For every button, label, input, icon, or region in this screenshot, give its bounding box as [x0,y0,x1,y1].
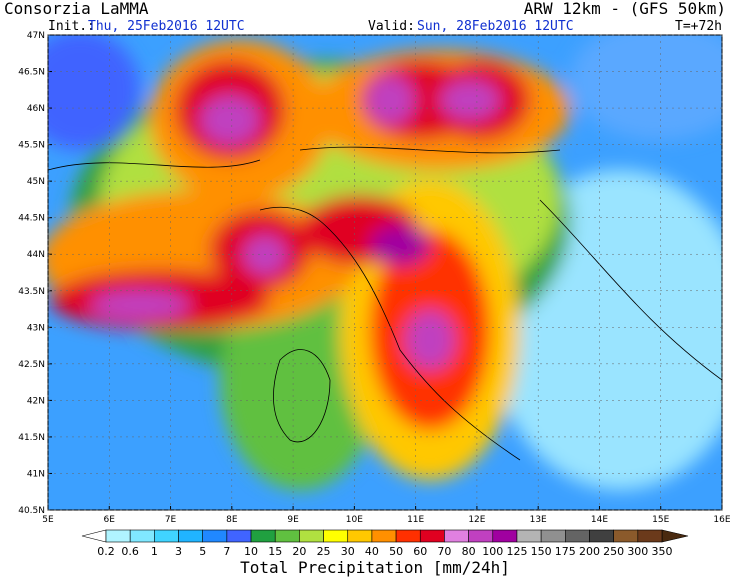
colorbar-label: 350 [652,545,673,558]
valid-label: Valid: [368,19,415,34]
lon-label: 15E [652,515,669,525]
colorbar-swatch [637,529,663,543]
lat-label: 43N [27,323,45,333]
lat-label: 43.5N [18,287,45,297]
lat-label: 42.5N [18,360,45,370]
colorbar-label: 300 [627,545,648,558]
colorbar-swatch [613,529,639,543]
colorbar-label: 100 [482,545,503,558]
lat-label: 41.5N [18,433,45,443]
init-label: Init.: [48,19,95,34]
init-value: Thu, 25Feb2016 12UTC [88,19,245,34]
lon-label: 9E [287,515,299,525]
colorbar-swatch [540,529,566,543]
lat-label: 44.5N [18,214,45,224]
lat-label: 41N [27,469,45,479]
colorbar-label: 10 [244,545,258,558]
title: Consorzia LaMMA [4,0,149,18]
colorbar-label: 0.2 [97,545,115,558]
lat-label: 44N [27,250,45,260]
axes: 47N 46.5N 46N 45.5N 45N 44.5N 44N 43.5N 43N 42.5N… [18,31,731,525]
colorbar-label: 60 [413,545,427,558]
colorbar-label: 5 [199,545,206,558]
colorbar-swatch [154,529,179,543]
model: ARW 12km - (GFS 50km) [524,0,726,18]
colorbar-label: 70 [437,545,451,558]
colorbar-label: 0.6 [121,545,139,558]
lat-label: 46.5N [18,68,45,78]
colorbar-swatch [468,529,494,543]
lon-label: 16E [713,515,730,525]
colorbar-swatch [347,529,373,543]
colorbar-swatch [323,529,349,543]
colorbar-label: 15 [268,545,282,558]
lon-label: 7E [165,515,177,525]
lon-label: 12E [468,515,485,525]
colorbar-swatch [395,529,421,543]
colorbar-swatch [565,529,590,543]
colorbar-swatch [299,529,324,543]
precip-field [48,35,722,510]
colorbar-label: 200 [579,545,600,558]
lat-label: 45N [27,177,45,187]
colorbar-swatch [419,529,445,543]
lat-label: 42N [27,396,45,406]
colorbar-swatch [202,529,228,543]
colorbar-swatch [129,529,155,543]
colorbar-swatch [105,529,131,543]
colorbar-swatch [371,529,397,543]
lon-label: 6E [104,515,116,525]
lat-label: 45.5N [18,141,45,151]
lon-label: 10E [346,515,363,525]
colorbar-label: 30 [341,545,355,558]
colorbar-label: 1 [151,545,158,558]
colorbar-swatch [516,529,542,543]
colorbar-swatch [492,529,518,543]
colorbar-swatch [250,529,276,543]
colorbar-label: 80 [462,545,476,558]
lon-label: 13E [530,515,547,525]
colorbar-caption: Total Precipitation [mm/24h] [240,558,510,577]
colorbar-swatch [178,529,203,543]
colorbar-label: 3 [175,545,182,558]
colorbar-label: 7 [223,545,230,558]
lon-label: 5E [42,515,54,525]
lon-label: 8E [226,515,238,525]
colorbar-label: 125 [506,545,527,558]
colorbar-label: 20 [292,545,306,558]
colorbar: 0.2 0.6 1 3 5 7 10 15 20 25 30 40 50 60 70 80 100 125 150 1… [81,529,689,558]
lead-time: T=+72h [675,19,722,34]
colorbar-label: 150 [531,545,552,558]
lon-label: 11E [407,515,424,525]
lat-label: 40.5N [18,506,45,516]
colorbar-swatch [444,529,469,543]
colorbar-swatch [589,529,614,543]
colorbar-swatch [226,529,252,543]
colorbar-label: 40 [365,545,379,558]
colorbar-label: 25 [317,545,331,558]
colorbar-label: 250 [603,545,624,558]
lon-label: 14E [591,515,608,525]
colorbar-label: 50 [389,545,403,558]
lat-label: 47N [27,31,45,41]
lat-label: 46N [27,104,45,114]
valid-value: Sun, 28Feb2016 12UTC [417,19,574,34]
colorbar-swatch [274,529,300,543]
colorbar-label: 175 [555,545,576,558]
